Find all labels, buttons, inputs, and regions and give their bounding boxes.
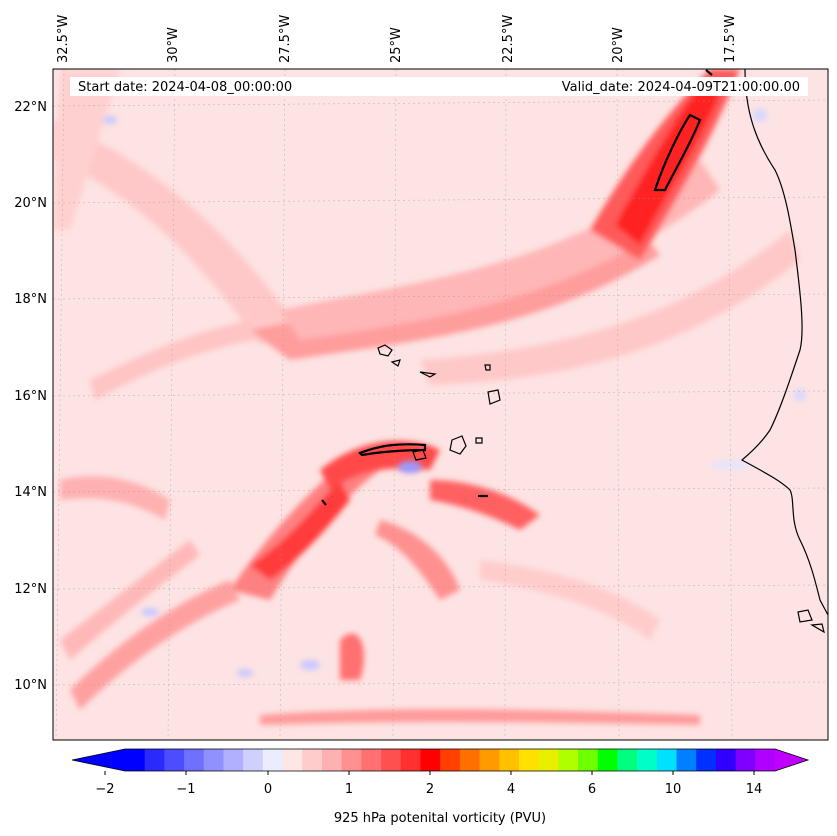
colorbar-tick-label: 6: [588, 782, 596, 797]
colorbar-swatch: [223, 749, 244, 771]
colorbar-swatch: [755, 749, 776, 771]
colorbar-swatch: [735, 749, 756, 771]
colorbar-swatch: [361, 749, 382, 771]
lon-label: 17.5°W: [723, 15, 738, 63]
lon-label: 22.5°W: [501, 15, 516, 63]
colorbar-tick-label: 10: [665, 782, 682, 797]
colorbar-swatch: [420, 749, 441, 771]
colorbar-swatch: [676, 749, 697, 771]
colorbar-swatch: [321, 749, 343, 771]
colorbar-tick-label: 0: [264, 782, 272, 797]
map-frame: [52, 68, 829, 741]
pv-2pvu-contours: [321, 69, 713, 506]
colorbar-tick-label: −2: [95, 782, 114, 797]
colorbar-swatch: [538, 749, 559, 771]
lon-label: 32.5°W: [56, 15, 71, 63]
info-bar: [70, 77, 808, 96]
colorbar-tick-label: 4: [507, 782, 515, 797]
lon-label: 25°W: [389, 27, 404, 63]
colorbar-swatch: [597, 749, 618, 771]
lat-label: 20°N: [14, 196, 47, 211]
colorbar-swatch: [144, 749, 165, 771]
colorbar-swatch: [715, 749, 737, 771]
start-date-label: Start date: 2024-04-08_00:00:00: [78, 80, 292, 95]
lat-label: 16°N: [14, 389, 47, 404]
lat-label: 10°N: [14, 678, 47, 693]
colorbar-under-arrow: [72, 749, 125, 771]
pv-field-contours: [53, 69, 800, 725]
colorbar-tick-label: 2: [426, 782, 434, 797]
colorbar-swatch: [381, 749, 402, 771]
longitude-labels: 32.5°W 30°W 27.5°W 25°W 22.5°W 20°W 17.5…: [56, 15, 738, 63]
colorbar-swatch: [203, 749, 224, 771]
lat-label: 12°N: [14, 582, 47, 597]
colorbar-swatch: [302, 749, 323, 771]
lat-label: 14°N: [14, 485, 47, 500]
colorbar: [71, 748, 810, 775]
colorbar-swatch: [499, 749, 520, 771]
colorbar-swatch: [578, 749, 599, 771]
lat-label: 22°N: [14, 100, 47, 115]
map-panel: [53, 69, 828, 740]
colorbar-swatch: [696, 749, 717, 771]
colorbar-swatch: [637, 749, 658, 771]
colorbar-swatch: [262, 749, 284, 771]
colorbar-outline: [71, 748, 810, 772]
colorbar-swatch: [440, 749, 461, 771]
colorbar-swatch: [400, 749, 421, 771]
colorbar-swatch: [459, 749, 481, 771]
gridlines: [53, 69, 828, 740]
colorbar-swatch: [656, 749, 678, 771]
lon-label: 27.5°W: [278, 15, 293, 63]
pv-negative-patches: [103, 108, 806, 677]
colorbar-swatch: [243, 749, 264, 771]
latitude-labels: 22°N 20°N 18°N 16°N 14°N 12°N 10°N: [14, 100, 47, 693]
colorbar-tick-label: 1: [345, 782, 353, 797]
colorbar-swatch: [125, 749, 146, 771]
colorbar-tick-labels: −2 −1 0 1 2 4 6 10 14: [95, 782, 762, 797]
lon-label: 20°W: [611, 27, 626, 63]
colorbar-tick-label: 14: [746, 782, 763, 797]
valid-date-label: Valid_date: 2024-04-09T21:00:00.00: [562, 80, 800, 95]
colorbar-over-arrow: [775, 749, 808, 771]
colorbar-swatch: [518, 749, 540, 771]
colorbar-swatch: [282, 749, 303, 771]
colorbar-swatch: [164, 749, 185, 771]
colorbar-swatch: [184, 749, 205, 771]
colorbar-swatch: [341, 749, 362, 771]
colorbar-swatch: [617, 749, 638, 771]
colorbar-swatch: [479, 749, 500, 771]
lon-label: 30°W: [166, 27, 181, 63]
colorbar-tick-label: −1: [176, 782, 195, 797]
coastline: [377, 69, 828, 634]
colorbar-swatch: [558, 749, 579, 771]
lat-label: 18°N: [14, 292, 47, 307]
colorbar-title: 925 hPa potenital vorticity (PVU): [334, 811, 546, 826]
